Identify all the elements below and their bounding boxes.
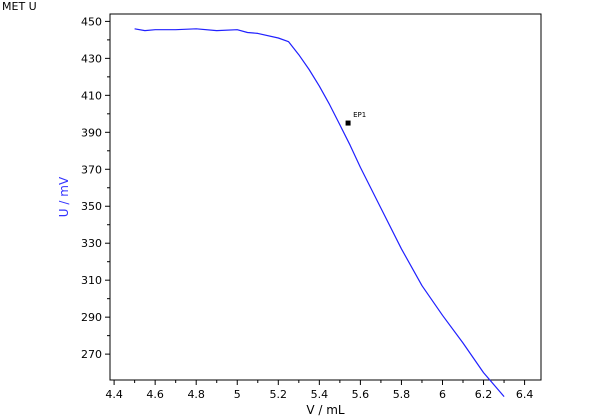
series-line: [134, 28, 505, 397]
y-tick-label: 350: [81, 200, 102, 213]
x-tick-label: 6.4: [516, 388, 534, 401]
x-tick-label: 5.4: [311, 388, 329, 401]
y-tick-label: 390: [81, 126, 102, 139]
x-tick-label: 4.4: [105, 388, 123, 401]
x-tick-label: 5.6: [352, 388, 370, 401]
y-tick-label: 270: [81, 348, 102, 361]
ticks: 4.4 4.6 4.8 5 5.2 5.4 5.6 5.8 6 6.2 6.4 270 290 310 33…: [81, 15, 533, 401]
endpoint-marker: [345, 120, 351, 126]
x-tick-label: 6.2: [475, 388, 493, 401]
y-axis-label: U / mV: [57, 176, 71, 217]
y-tick-label: 330: [81, 237, 102, 250]
y-tick-label: 430: [81, 52, 102, 65]
axes: [109, 13, 542, 381]
x-tick-label: 5.8: [393, 388, 411, 401]
x-tick-label: 4.6: [146, 388, 164, 401]
endpoint-label: EP1: [353, 111, 366, 119]
y-tick-label: 450: [81, 15, 102, 28]
x-tick-label: 4.8: [187, 388, 205, 401]
plot-frame: [109, 13, 542, 381]
series: [134, 28, 505, 397]
annotations: EP1: [345, 111, 366, 126]
y-tick-label: 290: [81, 311, 102, 324]
y-tick-label: 370: [81, 163, 102, 176]
x-tick-label: 6: [439, 388, 446, 401]
y-tick-label: 310: [81, 274, 102, 287]
chart-title: MET U: [2, 0, 37, 13]
x-axis-label: V / mL: [306, 403, 345, 417]
y-tick-label: 410: [81, 89, 102, 102]
x-tick-label: 5.2: [270, 388, 288, 401]
x-tick-label: 5: [234, 388, 241, 401]
